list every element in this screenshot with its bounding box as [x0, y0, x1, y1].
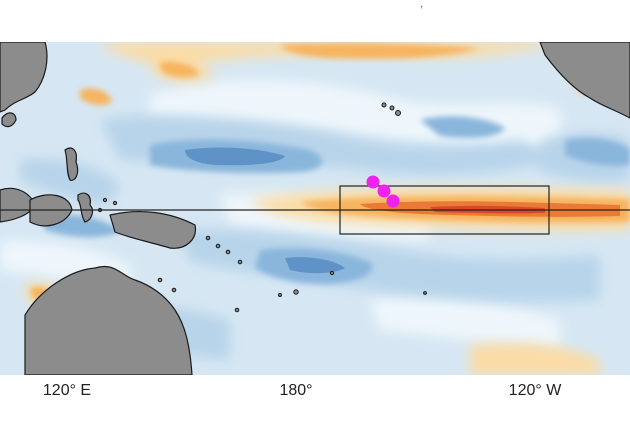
marker-group — [366, 175, 400, 208]
strong-cool-anomaly-zones — [40, 116, 630, 285]
land-masses — [0, 42, 630, 375]
observation-marker[interactable] — [377, 184, 391, 198]
small-islands — [97, 102, 427, 313]
observation-marker[interactable] — [366, 175, 380, 189]
longitude-label-180: 180° — [279, 382, 313, 399]
anomaly-field — [0, 42, 630, 375]
sulawesi-land — [77, 192, 94, 223]
australia-land — [24, 265, 193, 375]
strongest-cool-anomaly-zones — [185, 147, 345, 274]
nino-region-box — [339, 185, 550, 235]
new-guinea-land — [109, 211, 197, 249]
observation-marker[interactable] — [386, 194, 400, 208]
longitude-label-120w: 120° W — [508, 382, 562, 399]
longitude-label-120e: 120° E — [42, 382, 92, 399]
asia-land — [0, 42, 48, 113]
north-america-land — [539, 42, 630, 119]
philippines-land — [64, 147, 79, 181]
taiwan-island — [1, 112, 17, 128]
top-edge-mark: , — [420, 0, 424, 10]
